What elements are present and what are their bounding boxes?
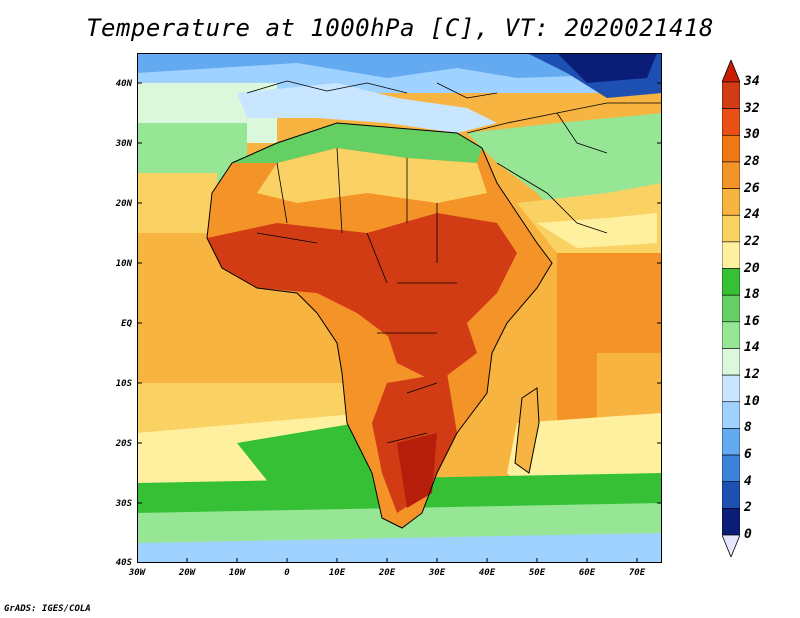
colorbar-box bbox=[722, 374, 740, 403]
colorbar-label: 26 bbox=[744, 180, 760, 196]
africa-coastline bbox=[206, 122, 553, 529]
band-north-very-coldest bbox=[557, 53, 657, 83]
colorbar-label: 6 bbox=[744, 447, 752, 463]
colorbar-label: 24 bbox=[744, 207, 760, 223]
europe-coast bbox=[246, 80, 498, 99]
y-tick-label: 40N bbox=[115, 79, 132, 89]
y-tick-label: 30S bbox=[115, 499, 132, 509]
colorbar-box bbox=[722, 454, 740, 483]
middle-east-borders bbox=[466, 102, 662, 234]
north-africa-green bbox=[232, 123, 482, 163]
colorbar-box bbox=[722, 108, 740, 136]
colorbar-label: 34 bbox=[744, 74, 760, 89]
colorbar-label: 4 bbox=[744, 473, 752, 489]
colorbar-box bbox=[722, 294, 740, 323]
x-tick-label: 10W bbox=[228, 568, 246, 578]
x-tick-label: 0 bbox=[284, 568, 290, 578]
sahara-yellow bbox=[257, 148, 487, 203]
south-ocean-cold bbox=[137, 533, 662, 563]
colorbar-box bbox=[722, 348, 740, 376]
colorbar-box bbox=[722, 321, 740, 349]
colorbar-label: 28 bbox=[744, 153, 760, 169]
country-borders bbox=[256, 147, 457, 444]
colorbar bbox=[722, 60, 740, 557]
kalahari-very-hot bbox=[397, 433, 437, 508]
colorbar-label: 20 bbox=[744, 260, 760, 276]
y-tick-label: 20N bbox=[115, 199, 132, 209]
south-green-patch bbox=[237, 423, 377, 493]
colorbar-label: 2 bbox=[744, 500, 752, 516]
colorbar-label: 16 bbox=[744, 313, 760, 329]
colorbar-box bbox=[722, 81, 740, 109]
colorbar-box bbox=[722, 241, 740, 269]
y-tick-label: 40S bbox=[115, 558, 132, 568]
colorbar-label: 30 bbox=[744, 127, 760, 143]
x-tick-label: 50E bbox=[528, 568, 546, 578]
colorbar-box bbox=[722, 401, 740, 429]
colorbar-box bbox=[722, 481, 740, 509]
madagascar-coast bbox=[514, 387, 540, 474]
band-north-4 bbox=[137, 173, 217, 233]
colorbar-box bbox=[722, 508, 740, 536]
y-tick-label: 10S bbox=[115, 379, 132, 389]
colorbar-box bbox=[722, 188, 740, 216]
map-frame bbox=[137, 53, 662, 563]
colorbar-label: 14 bbox=[744, 340, 760, 356]
colorbar-label: 32 bbox=[744, 100, 760, 116]
x-tick-label: 20W bbox=[178, 568, 196, 578]
colorbar-label: 12 bbox=[744, 367, 760, 383]
tick-marks bbox=[137, 82, 662, 563]
colorbar-bottom-arrow bbox=[722, 534, 740, 557]
x-tick-label: 30E bbox=[428, 568, 446, 578]
colorbar-box bbox=[722, 268, 740, 296]
y-tick-label: 20S bbox=[115, 439, 132, 449]
x-tick-label: 40E bbox=[478, 568, 496, 578]
colorbar-boxes bbox=[722, 60, 740, 557]
credit-text: GrADS: IGES/COLA bbox=[4, 604, 91, 614]
x-tick-label: 60E bbox=[578, 568, 596, 578]
x-tick-label: 20E bbox=[378, 568, 396, 578]
central-hot bbox=[377, 293, 477, 383]
colorbar-label: 22 bbox=[744, 233, 760, 249]
temperature-map bbox=[137, 53, 662, 563]
colorbar-box bbox=[722, 161, 740, 189]
colorbar-box bbox=[722, 134, 740, 163]
colorbar-box bbox=[722, 214, 740, 243]
mediterranean bbox=[237, 83, 497, 133]
x-tick-label: 30W bbox=[128, 568, 146, 578]
colorbar-label: 10 bbox=[744, 393, 760, 409]
band-north-cold bbox=[137, 53, 662, 78]
x-tick-label: 70E bbox=[628, 568, 646, 578]
y-tick-label: 30N bbox=[115, 139, 132, 149]
y-tick-label: EQ bbox=[121, 319, 132, 329]
colorbar-box bbox=[722, 428, 740, 456]
colorbar-label: 0 bbox=[744, 527, 752, 542]
map-title: Temperature at 1000hPa [C], VT: 20200214… bbox=[86, 14, 714, 42]
colorbar-label: 18 bbox=[744, 287, 760, 303]
arabia-light bbox=[537, 213, 657, 248]
colorbar-label: 8 bbox=[744, 420, 752, 436]
y-tick-label: 10N bbox=[115, 259, 132, 269]
x-tick-label: 10E bbox=[328, 568, 346, 578]
colorbar-top-arrow bbox=[722, 60, 740, 83]
